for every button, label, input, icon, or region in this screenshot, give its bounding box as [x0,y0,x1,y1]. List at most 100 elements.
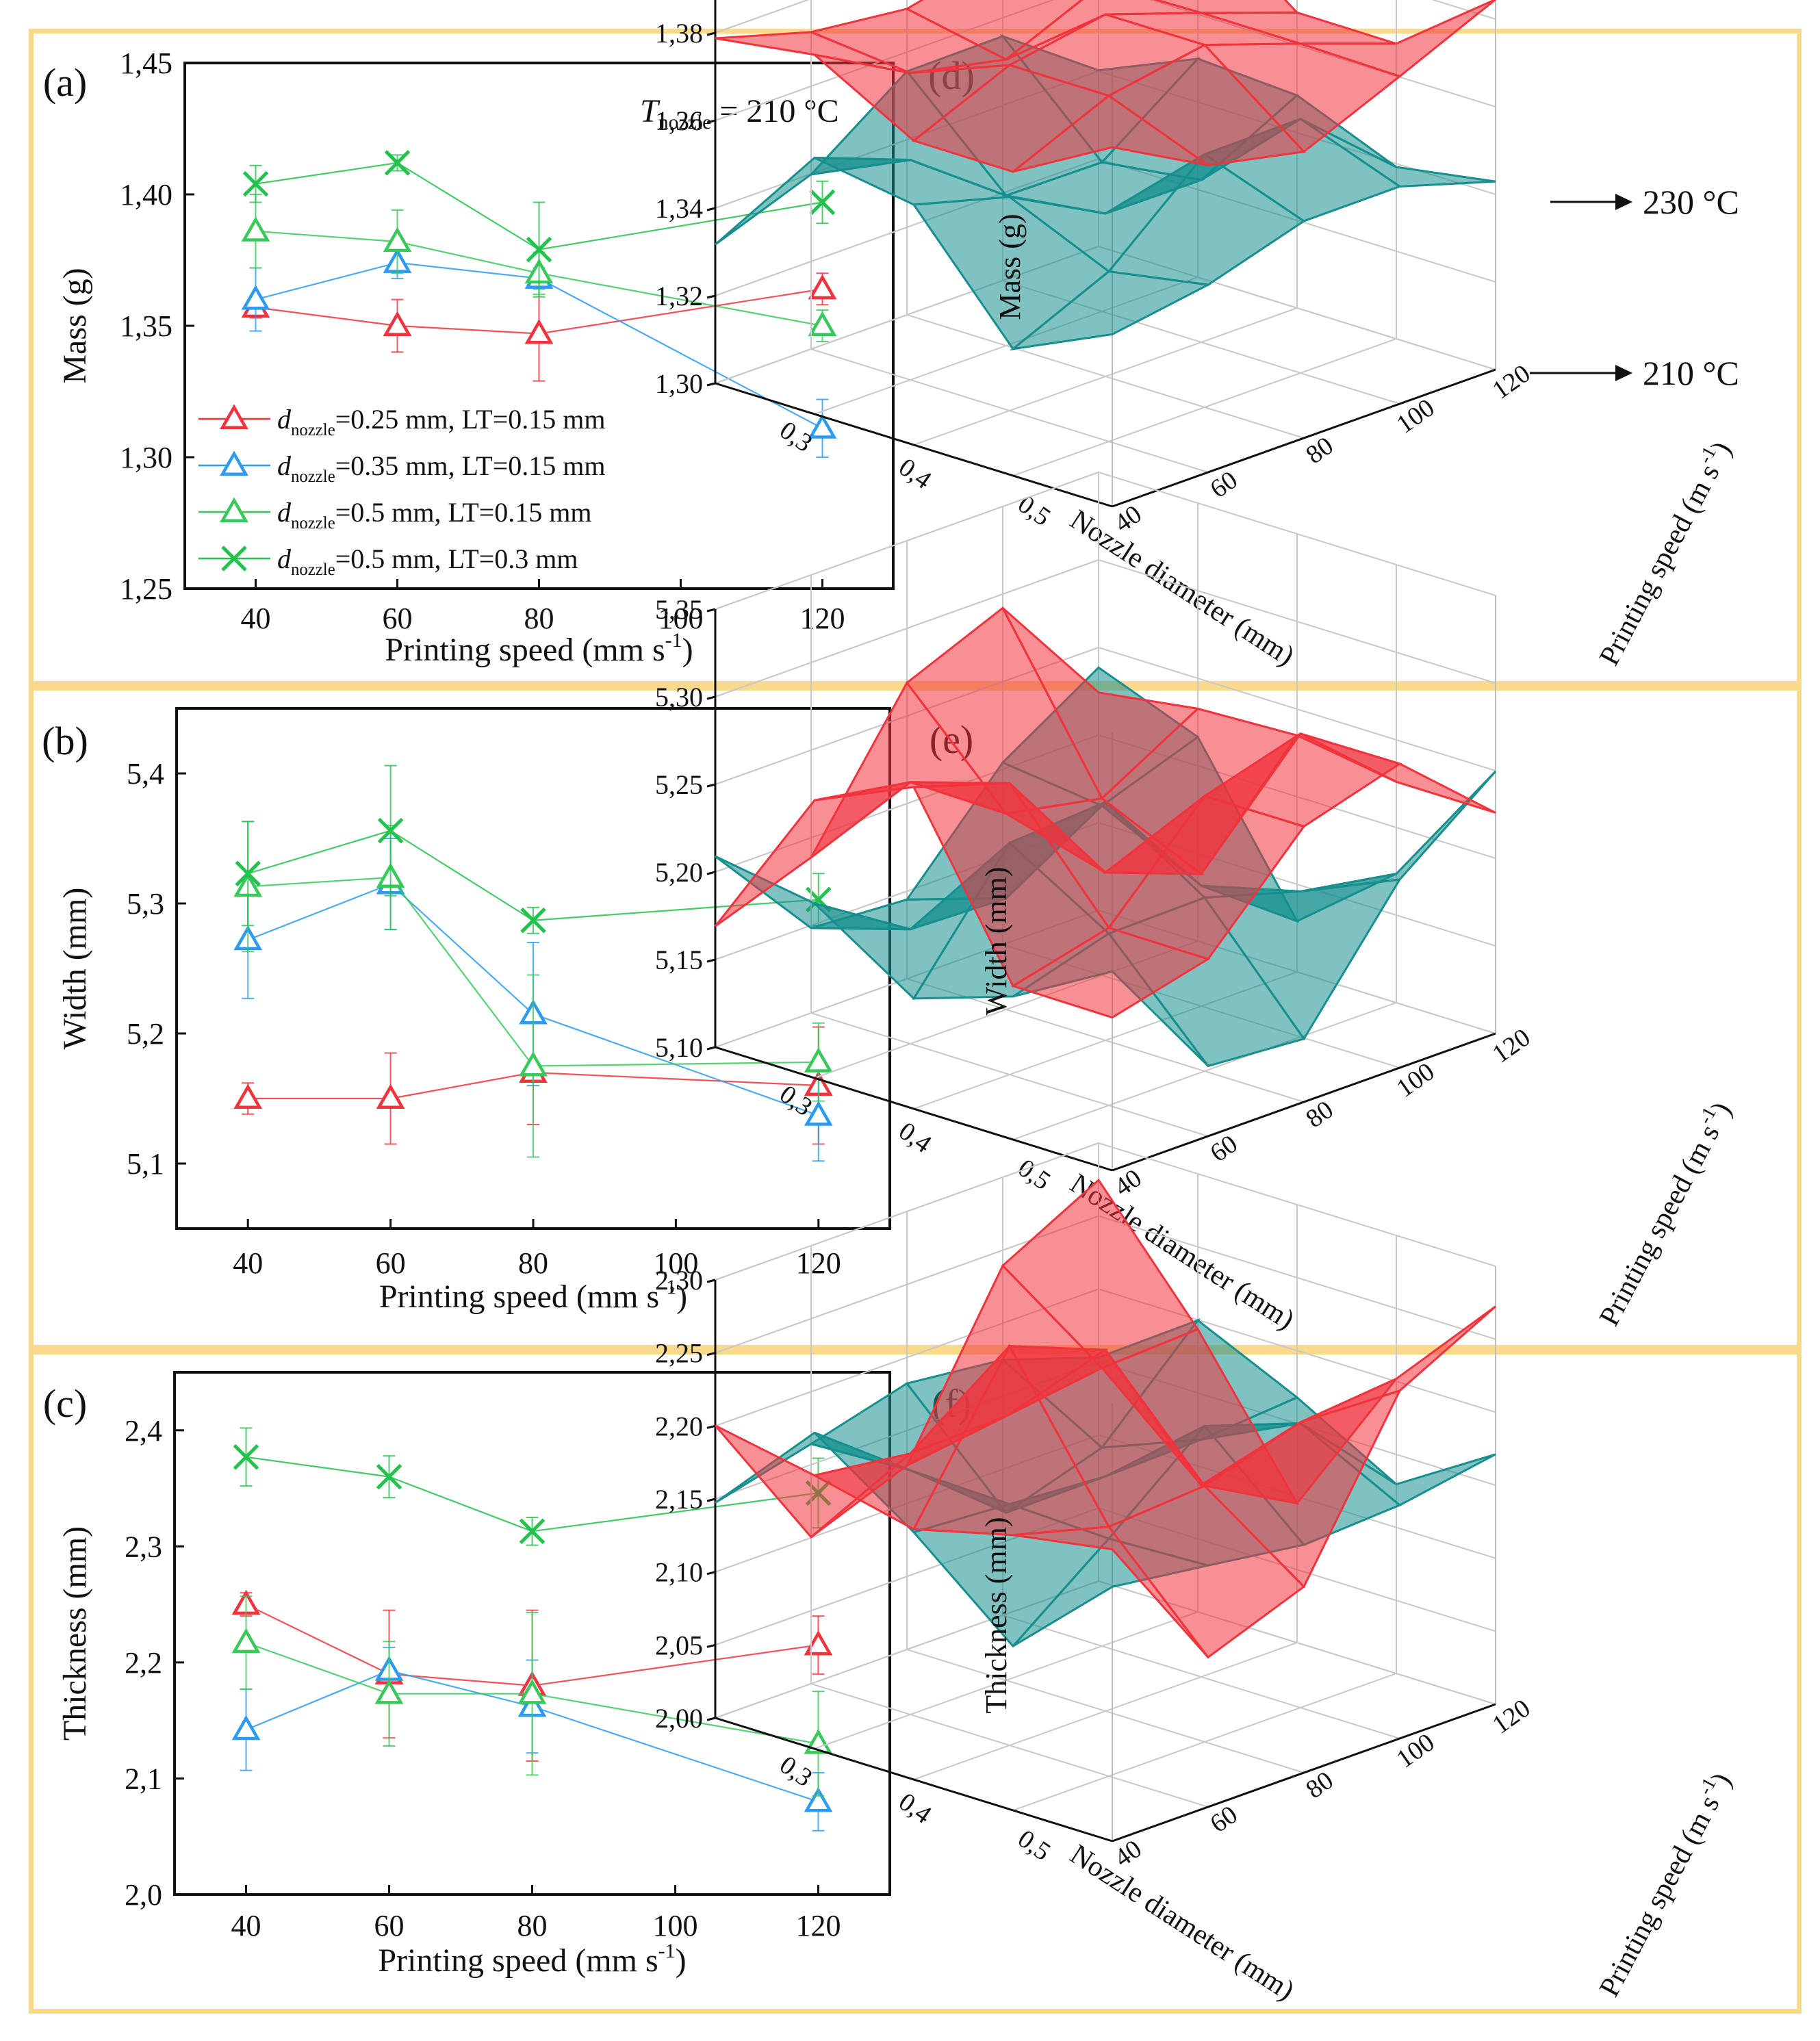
grid-line [906,1649,1305,1773]
z-tick-label: 2,20 [655,1411,703,1441]
legend-text: dnozzle=0.35 mm, LT=0.15 mm [277,450,605,486]
legend-item-1: dnozzle=0.25 mm, LT=0.15 mm [198,404,605,439]
x-tick-label: 40 [231,1909,261,1942]
x-axis-label: Nozzle diameter (mm) [1064,504,1300,672]
z-tick-label: 2,15 [655,1484,703,1515]
series-line [255,261,823,429]
data-point [808,413,837,439]
series-4 [242,150,836,298]
series-line [255,230,823,327]
z-tick [706,1279,716,1283]
x-tick-label: 60 [376,1246,406,1280]
x-tick-label: 0,4 [893,452,936,495]
surface-patch [904,0,1084,61]
data-point [231,1715,261,1741]
z-tick [706,31,716,36]
grid-line [715,0,810,34]
series-line [246,1669,819,1803]
z-tick [706,783,716,788]
legend-text: dnozzle=0.5 mm, LT=0.3 mm [277,543,578,579]
grid-line [715,1580,1496,1719]
z-tick [706,695,716,700]
data-point [520,907,546,934]
z-tick [706,207,716,211]
legend-marker [220,404,248,429]
x-tick-label: 0,4 [893,1116,936,1159]
temperature-label: 230 °C [1643,183,1739,221]
z-tick [706,608,716,613]
label-210: 210 °C [1530,354,1739,392]
z-axis-label: Mass (g) [993,214,1027,320]
y-tick-label: 5,4 [127,757,164,791]
y-tick-label: 2,2 [125,1646,162,1680]
z-tick [706,871,716,875]
y-tick-label: 100 [1392,394,1440,439]
x-tick-label: 80 [518,1246,548,1280]
x-tick-label: 80 [517,1909,548,1942]
surface-patch [1300,118,1496,188]
z-tick [706,958,716,963]
z-tick-label: 2,10 [655,1557,703,1588]
series-line [255,288,823,335]
y-axis-label: Printing speed (m s-1) [1590,435,1738,671]
y-tick-label: 2,3 [125,1530,162,1563]
z-tick [706,1046,716,1051]
data-point [231,1628,261,1654]
arrow-head [1615,365,1632,381]
z-tick [706,119,716,124]
data-point [519,1051,548,1077]
z-axis-label: Width (mm) [979,867,1013,1016]
series-line [246,1642,819,1745]
series-line [255,162,823,251]
z-tick [706,1643,716,1648]
legend-marker [220,497,248,522]
x-tick-label: 0,3 [774,1750,817,1793]
y-tick-label: 5,2 [127,1017,164,1051]
data-point [526,236,552,263]
data-point [804,1047,833,1073]
y-tick-label: 1,35 [120,309,172,343]
z-tick-label: 1,30 [655,368,703,399]
z-tick-label: 5,25 [655,769,703,800]
arrow-head [1615,194,1632,210]
data-point [376,1083,405,1109]
x-tick-label: 0,4 [893,1787,936,1830]
x-axis [715,1717,1113,1843]
z-tick-label: 5,20 [655,857,703,888]
data-point [376,1463,402,1490]
data-point [377,817,404,844]
z-tick-label: 5,30 [655,682,703,713]
y-tick-label: 120 [1487,1694,1536,1740]
surface-red [715,0,1496,173]
y-tick-label: 100 [1392,1728,1440,1774]
data-point [804,1786,833,1812]
data-point [233,1083,263,1109]
z-tick-label: 1,38 [655,18,703,49]
y-axis-label: Thickness (mm) [57,1526,93,1741]
surface-patch [1300,0,1496,78]
series-line [246,1604,819,1686]
grid-line [810,1012,1209,1137]
y-tick-label: 2,4 [125,1414,162,1448]
z-tick [706,1424,716,1429]
y-axis-label: Printing speed (m s-1) [1590,1766,1738,2002]
surface-patch [1300,770,1497,893]
data-point [804,1101,833,1126]
z-tick [706,382,716,387]
data-point [241,216,270,242]
legend-marker [221,545,247,572]
series-1 [241,272,837,382]
y-tick-label: 1,40 [120,178,172,211]
y-tick-label: 2,0 [125,1878,162,1912]
data-point [374,1679,404,1704]
x-axis-label: Nozzle diameter (mm) [1064,1838,1300,2007]
grid-line [906,314,1305,439]
x-tick-label: 120 [800,602,845,635]
y-axis-label: Printing speed (m s-1) [1590,1095,1738,1331]
x-tick-label: 40 [241,602,271,635]
z-tick-label: 2,00 [655,1703,703,1734]
y-tick-label: 120 [1487,1023,1536,1069]
z-tick-label: 1,34 [655,193,703,224]
series-line [248,1071,819,1100]
